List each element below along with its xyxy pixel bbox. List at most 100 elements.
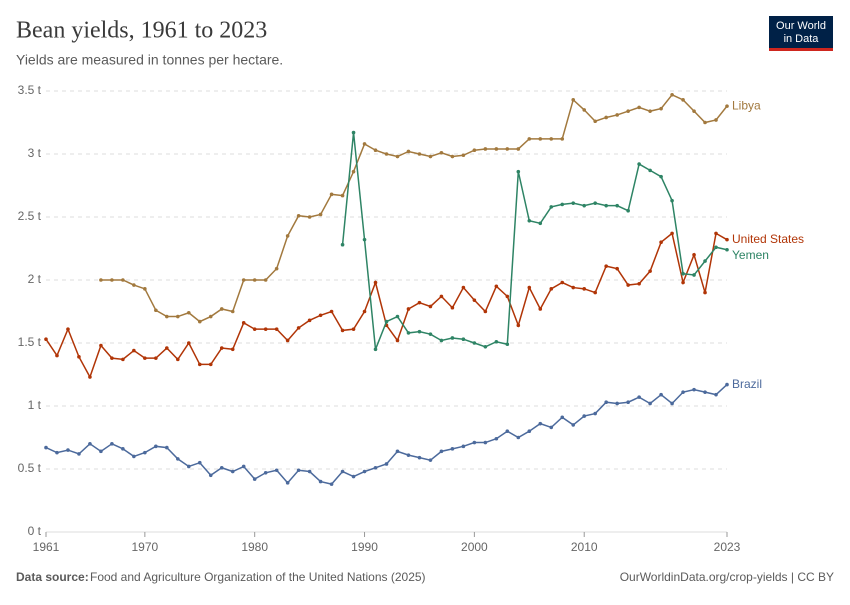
data-point	[428, 304, 433, 309]
data-point	[296, 326, 301, 330]
data-point	[637, 162, 641, 166]
data-point	[208, 473, 213, 478]
plot-area: 0 t 0.5 t 1 t 1.5 t 2 t 2.5 t 3 t 3.5 t 1961 1970…	[18, 83, 804, 554]
footer-link[interactable]: OurWorldinData.org/crop-yields | CC BY	[620, 570, 834, 584]
data-point	[714, 231, 718, 236]
data-point	[88, 375, 92, 379]
data-point	[77, 355, 81, 359]
data-point	[450, 154, 455, 159]
data-point	[395, 154, 400, 159]
logo-text: Our World	[776, 20, 826, 32]
data-point	[549, 425, 554, 430]
data-point	[703, 290, 707, 295]
data-point	[615, 266, 619, 271]
data-point	[99, 449, 103, 454]
data-point	[417, 152, 422, 156]
data-point	[505, 342, 510, 347]
data-point	[219, 465, 224, 470]
logo-text: in Data	[784, 33, 820, 45]
data-point	[373, 347, 378, 352]
data-point	[516, 435, 521, 440]
data-point	[241, 278, 246, 282]
data-point	[538, 307, 543, 311]
data-point	[648, 269, 652, 273]
data-point	[154, 356, 158, 360]
data-point	[406, 453, 411, 457]
data-point	[66, 327, 70, 331]
data-point	[197, 460, 202, 465]
data-point	[165, 314, 169, 319]
data-point	[186, 464, 191, 469]
data-point	[406, 307, 411, 311]
data-point	[351, 474, 356, 479]
series-line	[100, 93, 728, 323]
data-point	[527, 429, 532, 434]
data-point	[406, 331, 411, 335]
data-point	[252, 327, 257, 331]
data-point	[373, 280, 378, 285]
data-point	[296, 468, 301, 473]
data-point	[351, 130, 356, 135]
data-point	[66, 448, 70, 452]
data-point	[307, 215, 312, 219]
data-point	[450, 336, 455, 340]
data-point	[351, 169, 356, 174]
data-point	[132, 454, 136, 459]
data-point	[143, 356, 147, 360]
x-tick-label: 2023	[714, 540, 741, 554]
data-point	[681, 271, 685, 276]
data-point	[55, 353, 59, 358]
data-point	[670, 401, 674, 406]
data-point	[186, 341, 191, 345]
data-point	[571, 285, 576, 290]
data-point	[439, 294, 444, 299]
data-point	[560, 280, 565, 285]
y-tick-label: 2.5 t	[18, 209, 42, 223]
data-point	[417, 300, 422, 305]
data-point	[55, 450, 59, 455]
data-point	[626, 208, 630, 213]
data-point	[604, 115, 608, 120]
x-tick-label: 1970	[132, 540, 159, 554]
data-point	[516, 169, 521, 174]
data-point	[110, 442, 114, 446]
chart-subtitle: Yields are measured in tonnes per hectar…	[16, 52, 283, 68]
data-point	[307, 318, 312, 323]
x-tick-label: 2010	[571, 540, 598, 554]
data-point	[615, 113, 619, 117]
legend-label: Brazil	[732, 377, 762, 391]
series-line	[45, 232, 728, 379]
data-point	[285, 481, 290, 485]
logo[interactable]: Our World in Data	[769, 16, 833, 51]
data-point	[604, 400, 608, 405]
data-point	[197, 319, 202, 324]
data-point	[505, 294, 510, 299]
data-point	[703, 390, 707, 394]
data-point	[659, 392, 663, 397]
logo-underline	[769, 48, 833, 51]
data-point	[395, 338, 400, 343]
data-point	[604, 264, 608, 268]
data-point	[659, 240, 663, 244]
data-point	[593, 201, 597, 205]
data-point	[176, 457, 180, 461]
y-tick-label: 3.5 t	[18, 83, 42, 97]
data-point	[439, 449, 444, 454]
data-point	[186, 310, 191, 315]
data-point	[593, 411, 597, 416]
data-point	[593, 119, 597, 124]
data-point	[329, 309, 334, 314]
data-point	[252, 477, 257, 481]
data-point	[494, 284, 499, 289]
data-point	[461, 444, 466, 449]
data-point	[318, 212, 323, 217]
data-point	[593, 290, 597, 295]
data-point	[340, 328, 345, 333]
data-point	[527, 218, 532, 223]
data-point	[121, 357, 125, 362]
source: Food and Agriculture Organization of the…	[90, 570, 426, 584]
data-point	[571, 98, 576, 102]
y-tick-label: 1 t	[28, 398, 42, 412]
data-point	[692, 109, 696, 113]
